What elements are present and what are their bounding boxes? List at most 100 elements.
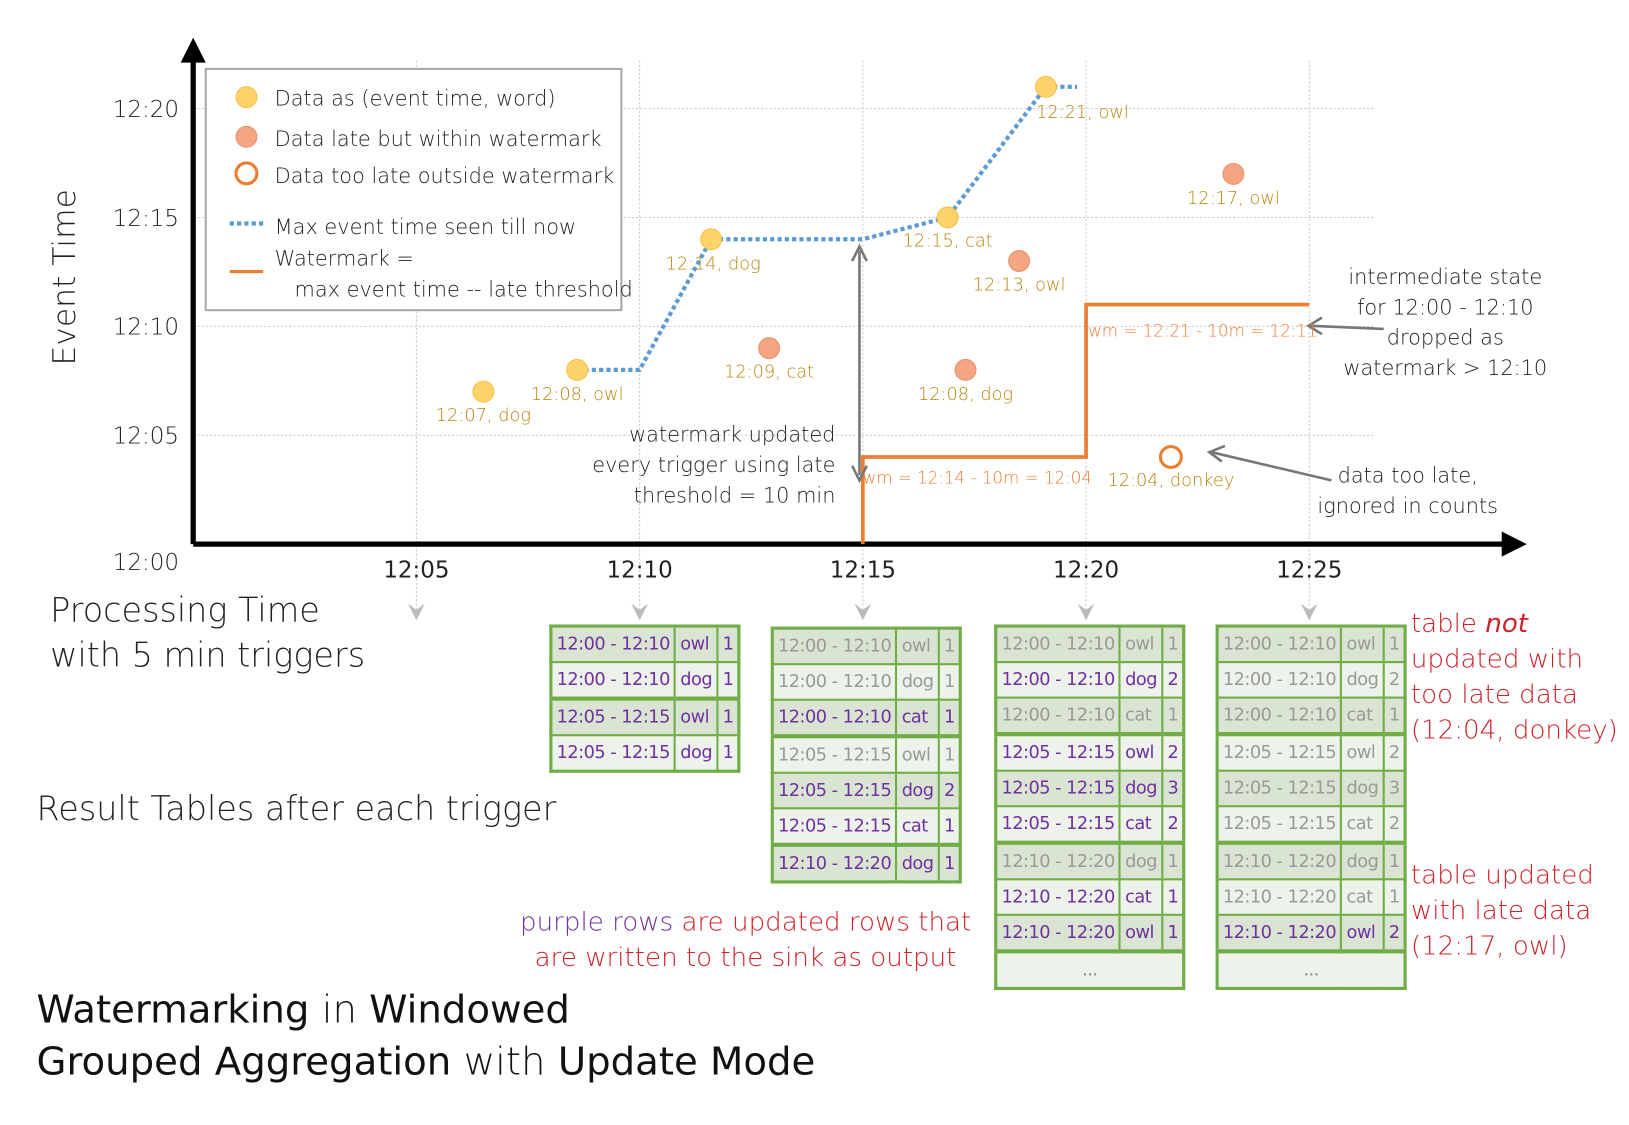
cell-window: 12:05 - 12:15 [771, 807, 898, 846]
data-point-late [758, 337, 781, 360]
cell-window: 12:00 - 12:10 [771, 663, 898, 701]
intermediate-state-note: for 12:00 - 12:10 [1357, 295, 1533, 319]
cell-window: 12:10 - 12:20 [1216, 840, 1343, 881]
cell-count: 1 [1161, 913, 1186, 953]
legend-label: Data as (event time, word) [275, 86, 556, 110]
cell-word: dog [1340, 840, 1385, 881]
table-row: 12:00 - 12:10 dog 1 [771, 663, 962, 701]
cell-word: cat [1118, 805, 1164, 844]
trigger-arrow-icon [631, 603, 648, 621]
cell-count: 2 [1161, 661, 1186, 699]
legend-on-time-marker-icon [235, 86, 258, 109]
y-tick-label: 12:10 [113, 315, 179, 341]
cell-count: 2 [1382, 661, 1407, 699]
note-text: are updated rows that [673, 906, 972, 937]
table-row: 12:10 - 12:20 dog 1 [994, 840, 1186, 881]
cell-count: 1 [937, 627, 962, 666]
note-text: not [1485, 607, 1529, 639]
cell-window: 12:10 - 12:20 [771, 842, 898, 883]
cell-word: owl [895, 627, 940, 666]
data-point-label: 12:04, donkey [1107, 471, 1234, 491]
cell-word: dog [1340, 661, 1385, 699]
data-point-late [1008, 250, 1031, 272]
note-text: (12:04, donkey) [1410, 714, 1618, 745]
y-tick-label: 12:20 [113, 97, 179, 123]
legend-label: max event time -- late threshold [294, 278, 632, 302]
table-row: 12:10 - 12:20 owl 1 [994, 913, 1186, 953]
arrow-head-icon [850, 465, 868, 484]
note-text: too late data [1410, 678, 1578, 710]
watermark-line [861, 302, 1310, 545]
cell-window: 12:10 - 12:20 [994, 840, 1121, 881]
cell-word: owl [674, 696, 719, 737]
cell-count: 1 [1161, 625, 1186, 664]
x-axis-label-line2: with 5 min triggers [50, 634, 366, 675]
too-late-note: data too late, [1338, 463, 1478, 487]
x-tick-label: 12:25 [1276, 557, 1342, 583]
cell-window: 12:10 - 12:20 [1216, 878, 1343, 916]
purple-rows-note-line2: are written to the sink as output [534, 941, 957, 973]
y-tick-label: 12:05 [113, 424, 179, 450]
cell-word: cat [895, 807, 940, 846]
data-point-label: 12:15, cat [903, 232, 993, 252]
cell-word: dog [895, 663, 940, 701]
x-axis-arrow-icon [1501, 531, 1527, 557]
table-updated-note: table updated with late data (12:17, owl… [1411, 857, 1594, 964]
cell-word: cat [1118, 878, 1164, 916]
table-row: 12:05 - 12:15 owl 2 [1216, 732, 1407, 772]
note-text: table [1410, 607, 1486, 639]
y-tick-label: 12:00 [113, 550, 179, 576]
purple-rows-text: purple rows [520, 906, 674, 937]
cell-word: cat [895, 698, 940, 738]
arrow-head-icon [850, 243, 868, 262]
result-table: 12:00 - 12:10 owl 1 12:00 - 12:10 dog 1 12:05 … [549, 624, 741, 773]
intermediate-state-note: watermark > 12:10 [1343, 356, 1547, 380]
x-tick-label: 12:20 [1053, 557, 1119, 583]
legend-late-marker-icon [235, 125, 258, 148]
cell-window: 12:05 - 12:15 [994, 805, 1121, 844]
table-row: 12:05 - 12:15 dog 1 [549, 734, 741, 773]
title-part: Update Mode [557, 1039, 816, 1084]
cell-window: 12:00 - 12:10 [1216, 625, 1343, 664]
cell-count: 1 [716, 625, 741, 664]
watermark-updated-note: watermark updated [629, 423, 835, 447]
table-row: 12:10 - 12:20 cat 1 [994, 878, 1186, 916]
cell-word: owl [674, 625, 719, 664]
intermediate-state-note: intermediate state [1348, 265, 1542, 289]
watermark-updated-note: every trigger using late [592, 453, 835, 477]
cell-window: 12:05 - 12:15 [994, 769, 1121, 808]
title-part: in [309, 986, 370, 1032]
y-axis-arrow-icon [180, 37, 206, 63]
data-point-label: 12:17, owl [1187, 189, 1280, 209]
intermediate-state-note: dropped as [1387, 326, 1504, 350]
legend-label: Max event time seen till now [275, 215, 576, 239]
data-point-too-late [1158, 444, 1183, 469]
cell-count: 1 [937, 842, 962, 883]
trigger-arrow-icon [854, 603, 872, 621]
data-point-late [954, 358, 977, 381]
table-row: 12:00 - 12:10 dog 1 [549, 661, 741, 700]
table-row-more: ... [994, 949, 1186, 990]
cell-window: 12:00 - 12:10 [994, 625, 1121, 664]
data-point-label: 12:09, cat [724, 362, 814, 382]
table-row: 12:00 - 12:10 cat 1 [994, 696, 1186, 736]
table-row: 12:00 - 12:10 cat 1 [771, 698, 962, 738]
cell-window: 12:00 - 12:10 [771, 698, 898, 738]
cell-word: cat [1340, 878, 1385, 916]
table-row: 12:00 - 12:10 dog 2 [1216, 661, 1407, 699]
table-row: 12:05 - 12:15 owl 1 [771, 734, 962, 774]
cell-count: 1 [1161, 696, 1186, 736]
cell-window: 12:00 - 12:10 [994, 696, 1121, 736]
result-table: 12:00 - 12:10 owl 1 12:00 - 12:10 dog 2 12:00 … [994, 624, 1186, 990]
data-point-label: 12:07, dog [436, 406, 531, 426]
table-row: 12:05 - 12:15 cat 2 [1216, 805, 1407, 844]
cell-count: 1 [716, 661, 741, 700]
cell-count: 1 [716, 734, 741, 773]
x-tick-label: 12:05 [383, 557, 449, 583]
table-row: 12:00 - 12:10 owl 1 [994, 625, 1186, 664]
note-text: table updated [1410, 859, 1594, 890]
legend-label: Watermark = [275, 246, 414, 270]
cell-word: dog [1118, 840, 1164, 881]
table-row: 12:10 - 12:20 cat 1 [1216, 878, 1407, 916]
cell-window: 12:05 - 12:15 [994, 732, 1121, 772]
